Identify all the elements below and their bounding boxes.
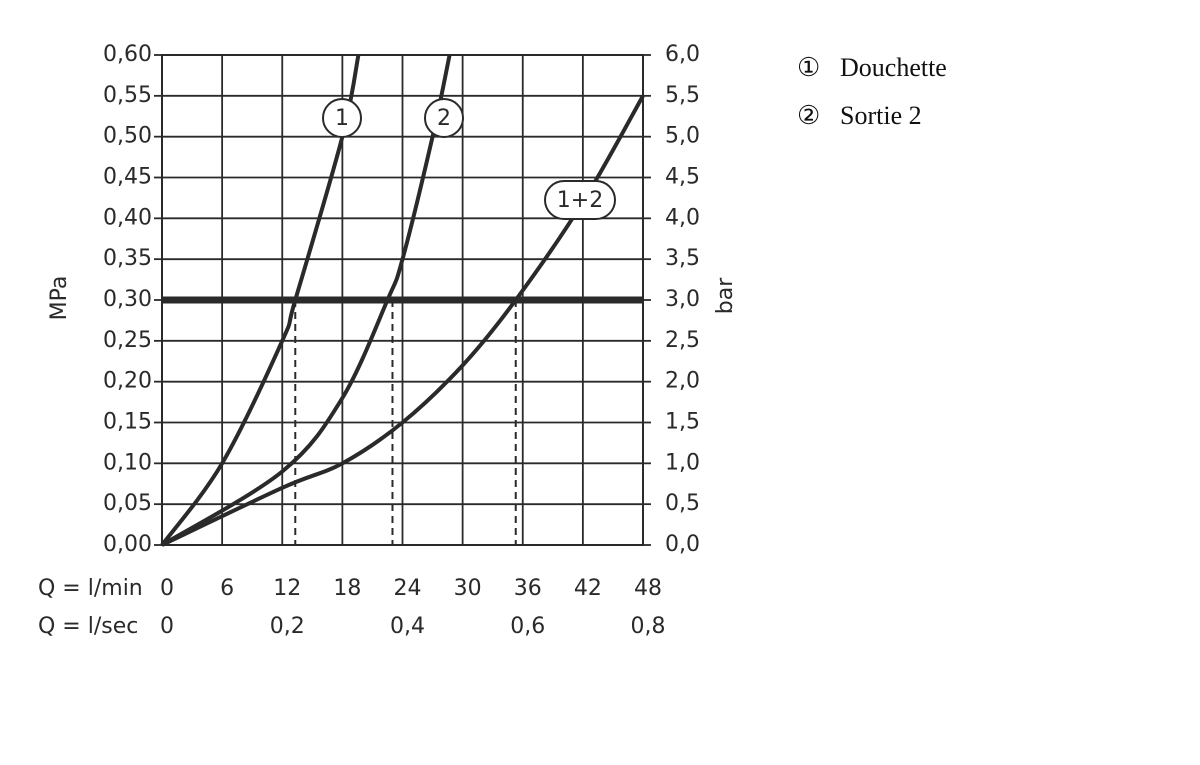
x2-tick-label: 0,8 — [631, 614, 666, 639]
y2-tick-label: 4,5 — [665, 165, 700, 190]
curve-label-box — [424, 98, 464, 138]
x-tick-label: 42 — [574, 576, 602, 601]
y-tick-label: 0,00 — [103, 532, 152, 557]
y-tick-label: 0,20 — [103, 369, 152, 394]
x-tick-label: 18 — [333, 576, 361, 601]
legend-symbol: ① — [797, 53, 820, 82]
x-row-label: Q = l/min — [38, 576, 143, 601]
x-tick-label: 30 — [454, 576, 482, 601]
x-tick-label: 48 — [634, 576, 662, 601]
legend-symbol: ② — [797, 101, 820, 130]
y2-tick-label: 0,0 — [665, 532, 700, 557]
y-tick-label: 0,25 — [103, 328, 152, 353]
curve-label: 2 — [437, 106, 451, 131]
y-axis-label: MPa — [47, 276, 72, 321]
y-tick-label: 0,45 — [103, 165, 152, 190]
x2-tick-label: 0,4 — [390, 614, 425, 639]
curve-label-box — [544, 180, 616, 220]
y-tick-label: 0,35 — [103, 246, 152, 271]
y-tick-label: 0,05 — [103, 491, 152, 516]
y2-tick-label: 2,5 — [665, 328, 700, 353]
y2-tick-label: 5,5 — [665, 83, 700, 108]
y2-tick-label: 1,0 — [665, 450, 700, 475]
y2-tick-label: 3,5 — [665, 246, 700, 271]
x-tick-label: 6 — [220, 576, 234, 601]
x-tick-label: 36 — [514, 576, 542, 601]
y2-tick-label: 4,0 — [665, 205, 700, 230]
x2-tick-label: 0,6 — [510, 614, 545, 639]
y-tick-label: 0,30 — [103, 287, 152, 312]
y-tick-label: 0,50 — [103, 124, 152, 149]
x-tick-label: 0 — [160, 576, 174, 601]
y-tick-label: 0,15 — [103, 410, 152, 435]
x2-tick-label: 0 — [160, 614, 174, 639]
curve — [160, 54, 452, 547]
y-tick-label: 0,10 — [103, 450, 152, 475]
y-tick-label: 0,55 — [103, 83, 152, 108]
y2-tick-label: 1,5 — [665, 410, 700, 435]
x2-tick-label: 0,2 — [270, 614, 305, 639]
y2-tick-label: 6,0 — [665, 42, 700, 67]
curve-label-box — [322, 98, 362, 138]
y-tick-label: 0,40 — [103, 205, 152, 230]
x2-row-label: Q = l/sec — [38, 614, 138, 639]
y-tick-label: 0,60 — [103, 42, 152, 67]
curve-label: 1+2 — [557, 188, 603, 213]
y2-tick-label: 0,5 — [665, 491, 700, 516]
x-tick-label: 24 — [394, 576, 422, 601]
curve-label: 1 — [335, 106, 349, 131]
y2-tick-label: 2,0 — [665, 369, 700, 394]
y2-tick-label: 3,0 — [665, 287, 700, 312]
y2-axis-label: bar — [713, 277, 738, 314]
x-tick-label: 12 — [273, 576, 301, 601]
legend-label: Douchette — [840, 53, 947, 82]
legend-label: Sortie 2 — [840, 101, 922, 130]
y2-tick-label: 5,0 — [665, 124, 700, 149]
